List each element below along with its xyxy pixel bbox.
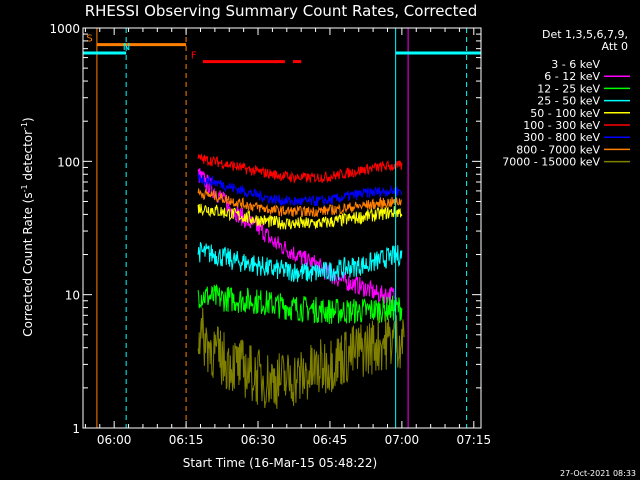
- flag-label-2: N: [123, 42, 130, 53]
- flag-label-4: F: [191, 51, 197, 62]
- series-line-9: [197, 307, 405, 409]
- series-line-5: [197, 203, 403, 230]
- y-axis-label: Corrected Count Rate (s-1 detector-1): [20, 117, 35, 336]
- legend-header-line1: Det 1,3,5,6,7,9,: [542, 28, 628, 41]
- y-tick-label-2: 10: [65, 289, 80, 303]
- plot-frame: [82, 27, 482, 429]
- series-line-4: [197, 242, 403, 283]
- legend-label-5: 50 - 100 keV: [530, 107, 600, 120]
- legend-label-7: 300 - 800 keV: [523, 131, 600, 144]
- x-tick-label-4: 06:45: [313, 433, 348, 447]
- series-line-2: [197, 168, 395, 304]
- series-layer: [197, 153, 405, 409]
- series-line-8: [197, 188, 402, 218]
- flag-label-1: S: [86, 34, 92, 45]
- y-tick-label-1: 1: [72, 422, 80, 436]
- chart-title: RHESSI Observing Summary Count Rates, Co…: [85, 2, 478, 20]
- legend-label-8: 800 - 7000 keV: [516, 143, 600, 156]
- x-tick-label-3: 06:30: [241, 433, 276, 447]
- series-line-7: [197, 173, 403, 207]
- series-line-6: [197, 153, 403, 185]
- x-tick-label-5: 07:00: [385, 433, 420, 447]
- x-axis-label: Start Time (16-Mar-15 05:48:22): [183, 456, 377, 470]
- x-tick-label-1: 06:00: [97, 433, 132, 447]
- legend-label-3: 12 - 25 keV: [537, 82, 600, 95]
- y-tick-label-4: 1000: [49, 22, 80, 36]
- legend-label-2: 6 - 12 keV: [544, 70, 600, 83]
- x-tick-label-6: 07:15: [457, 433, 492, 447]
- legend-header-line2: Att 0: [602, 40, 628, 53]
- legend-label-4: 25 - 50 keV: [537, 95, 600, 108]
- flags-layer: S N F: [83, 28, 481, 428]
- legend-label-1: 3 - 6 keV: [551, 58, 600, 71]
- y-tick-label-3: 100: [57, 155, 80, 169]
- generation-timestamp: 27-Oct-2021 08:33: [560, 469, 636, 478]
- x-tick-label-2: 06:15: [169, 433, 204, 447]
- series-line-3: [197, 283, 403, 325]
- axes-layer: 06:00 06:15 06:30 06:45 07:00 07:15 1 10 100 1000: [49, 22, 491, 447]
- legend-label-6: 100 - 300 keV: [523, 119, 600, 132]
- legend-label-9: 7000 - 15000 keV: [502, 156, 600, 169]
